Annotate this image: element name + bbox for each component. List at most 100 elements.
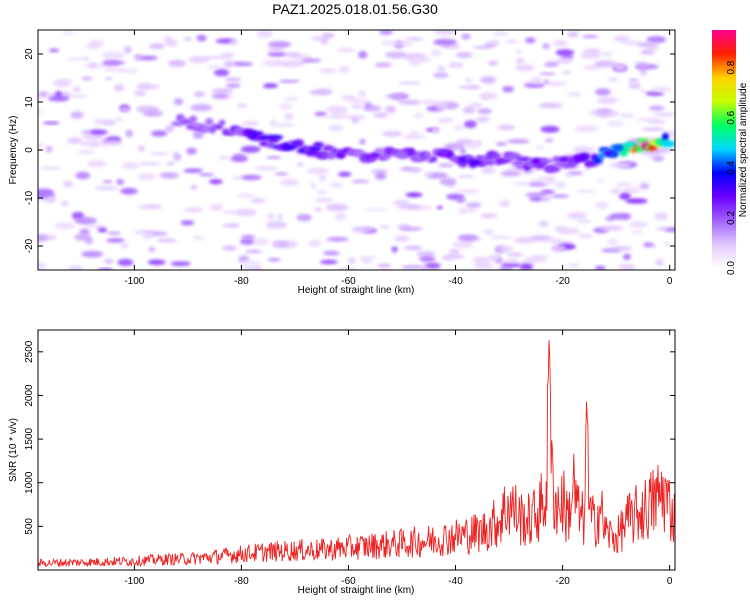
spectrogram-blob [143,110,164,117]
spectrogram-blob [309,182,317,189]
spectrogram-blob [351,179,370,184]
spectrogram-blob [279,178,299,186]
spectrogram-blob [198,173,215,177]
spectrogram-blob [650,86,672,93]
spectrogram-blob [424,262,441,269]
spectrogram-blob [405,37,424,41]
y-tick-label: 2000 [24,384,35,407]
spectrogram-blob [401,265,425,269]
spectrogram-blob [595,88,611,96]
spectrogram-blob [334,213,347,220]
spectrogram-blob [279,103,293,110]
spectrogram-blob [341,95,357,101]
spectrogram-blob [267,47,283,52]
spectrogram-blob [107,231,122,235]
x-tick-label: 0 [667,276,673,287]
spectrogram-blob [329,182,343,188]
spectrogram-blob [121,162,140,170]
spectrogram-blob [250,198,266,204]
ridge-blob [431,156,438,162]
spectrogram-blob [646,36,666,44]
spectrogram-blob [308,239,322,247]
spectrogram-blob [523,257,547,263]
spectrogram-blob [82,133,104,141]
spectrogram-blob [582,34,599,39]
spectrogram-blob [321,37,329,46]
spectrogram-blob [540,190,556,194]
spectrogram-blob [233,176,241,180]
snr-plot-area [38,330,675,570]
spectrogram-blob [364,102,373,109]
spectrogram-blob [106,238,125,243]
spectrogram-blob [595,201,609,209]
spectrogram-blob [606,121,625,127]
spectrogram-blob [423,172,433,177]
spectrogram-blob [192,235,204,241]
colorbar-tick-label: 0.0 [726,261,737,275]
ridge-blob [218,120,226,126]
spectrogram-blob [530,76,542,85]
spectrogram-blob [101,138,110,143]
spectrogram-blob [461,33,471,40]
spectrogram-blob [358,90,367,98]
ridge-blob [424,151,432,159]
spectrogram-blob [618,263,636,270]
spectrogram-blob [381,130,403,137]
spectrogram-blob [66,57,85,61]
spectrogram-blob [267,52,287,57]
spectrogram-blob [148,246,156,253]
spectrogram-blob [567,263,580,268]
spectrogram-y-label: Frequency (Hz) [8,116,19,185]
spectrogram-blob [397,99,422,105]
spectrogram-blob [166,161,175,165]
ridge-blob [515,163,527,170]
spectrogram-blob [455,52,473,59]
spectrogram-blob [211,88,234,94]
spectrogram-blob [557,227,580,235]
spectrogram-blob [456,189,480,194]
spectrogram-blob [499,200,510,208]
spectrogram-blob [550,194,569,198]
colorbar-tick-label: 0.6 [726,110,737,124]
spectrogram-blob [594,60,617,68]
spectrogram-blob [70,111,84,119]
spectrogram-blob [351,103,363,110]
y-tick-label: 10 [24,96,35,108]
spectrogram-blob [241,265,261,270]
spectrogram-blob [607,238,618,245]
spectrogram-blob [125,129,133,138]
spectrogram-blob [84,237,94,245]
spectrogram-blob [636,63,647,70]
spectrogram-blob [623,253,631,260]
spectrogram-blob [319,68,337,74]
spectrogram-blob [119,107,132,112]
spectrogram-blob [550,244,567,253]
spectrogram-blob [156,238,177,243]
spectrogram-blob [440,257,455,261]
spectrogram-blob [444,143,465,151]
ridge-blob [622,141,638,148]
spectrogram-blob [71,94,88,98]
snr-y-label: SNR (10 * v/v) [8,418,19,482]
spectrogram-blob [480,76,497,84]
spectrogram-blob [576,219,591,224]
spectrogram-blob [325,203,349,212]
spectrogram-blob [168,59,187,67]
spectrogram-blob [480,213,498,219]
spectrogram-blob [90,129,108,135]
x-tick-label: -80 [234,576,249,587]
spectrogram-blob [562,70,571,75]
spectrogram-blob [207,65,221,70]
spectrogram-blob [490,235,512,240]
x-tick-label: -60 [341,276,356,287]
spectrogram-blob [431,127,440,134]
spectrogram-blob [469,102,484,109]
spectrogram-blob [151,130,168,137]
spectrogram-blob [188,55,210,64]
spectrogram-blob [358,50,368,59]
spectrogram-blob [173,98,184,106]
spectrogram-blob [458,207,469,215]
spectrogram-blob [85,224,108,229]
spectrogram-blob [499,266,513,270]
spectrogram-blob [536,145,544,150]
